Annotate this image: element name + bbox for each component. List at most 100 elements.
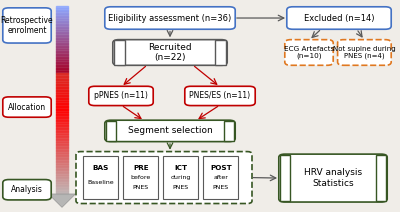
Bar <box>56 21 68 22</box>
Text: ICT: ICT <box>174 165 187 171</box>
Text: after: after <box>213 175 228 180</box>
FancyBboxPatch shape <box>285 40 333 65</box>
Text: PNES/ES (n=11): PNES/ES (n=11) <box>190 91 250 100</box>
Bar <box>56 120 68 121</box>
Bar <box>56 151 68 153</box>
Bar <box>56 57 68 58</box>
Bar <box>56 145 68 147</box>
Bar <box>56 166 68 167</box>
FancyBboxPatch shape <box>185 86 255 106</box>
Bar <box>56 159 68 161</box>
Bar <box>56 170 68 172</box>
Text: POST: POST <box>210 165 232 171</box>
Bar <box>56 144 68 145</box>
Bar <box>56 117 68 118</box>
Bar <box>56 161 68 162</box>
Bar <box>56 109 68 110</box>
Bar <box>56 46 68 47</box>
Bar <box>56 181 68 183</box>
Bar <box>56 47 68 49</box>
Bar <box>56 79 68 81</box>
Text: during: during <box>171 175 191 180</box>
Bar <box>56 73 68 74</box>
Bar <box>56 129 68 131</box>
Bar <box>56 107 68 109</box>
FancyBboxPatch shape <box>338 40 391 65</box>
Bar <box>56 99 68 101</box>
Bar <box>163 156 198 199</box>
Bar <box>56 173 68 175</box>
Bar <box>56 13 68 14</box>
Bar <box>215 40 226 65</box>
Text: BAS: BAS <box>93 165 109 171</box>
Bar <box>56 121 68 123</box>
Bar <box>56 85 68 87</box>
Bar <box>56 175 68 177</box>
Bar <box>56 155 68 156</box>
Bar <box>56 104 68 106</box>
Text: Recruited
(n=22): Recruited (n=22) <box>148 43 192 62</box>
Bar <box>56 93 68 95</box>
Bar <box>56 162 68 164</box>
Bar <box>56 92 68 93</box>
Text: ECG Artefacts
(n=10): ECG Artefacts (n=10) <box>284 46 334 59</box>
Bar <box>56 90 68 92</box>
Bar <box>56 19 68 21</box>
Bar <box>56 98 68 99</box>
Text: pPNES (n=11): pPNES (n=11) <box>94 91 148 100</box>
Bar <box>56 10 68 11</box>
Bar <box>56 101 68 103</box>
Bar <box>56 24 68 25</box>
Bar <box>56 106 68 107</box>
Bar <box>56 6 68 8</box>
Bar <box>56 110 68 112</box>
Bar <box>376 155 386 201</box>
Bar <box>56 60 68 61</box>
Bar <box>56 71 68 73</box>
Bar <box>203 156 238 199</box>
Bar <box>56 43 68 44</box>
Bar <box>56 172 68 173</box>
FancyBboxPatch shape <box>76 152 252 204</box>
Bar <box>56 153 68 155</box>
Polygon shape <box>48 194 76 207</box>
Bar <box>56 186 68 188</box>
Bar <box>56 96 68 98</box>
Bar <box>56 177 68 178</box>
Bar <box>56 36 68 38</box>
Bar <box>56 8 68 10</box>
Bar <box>56 22 68 24</box>
Bar <box>56 81 68 82</box>
FancyBboxPatch shape <box>105 120 235 142</box>
Bar <box>56 114 68 115</box>
Bar <box>280 155 290 201</box>
Text: PNES: PNES <box>133 185 149 190</box>
Bar <box>56 82 68 84</box>
Bar <box>56 55 68 57</box>
Text: Retrospective
enrolment: Retrospective enrolment <box>1 16 53 35</box>
Bar <box>56 66 68 68</box>
Bar <box>56 88 68 90</box>
FancyBboxPatch shape <box>89 86 153 106</box>
Bar <box>56 87 68 88</box>
Bar <box>56 115 68 117</box>
Bar <box>56 192 68 194</box>
Bar <box>56 63 68 65</box>
Bar <box>56 69 68 71</box>
Bar <box>56 44 68 46</box>
Bar <box>56 61 68 63</box>
Bar <box>56 58 68 60</box>
Bar <box>56 118 68 120</box>
Bar <box>56 184 68 186</box>
FancyBboxPatch shape <box>3 180 51 200</box>
Bar <box>56 126 68 128</box>
Bar <box>56 11 68 13</box>
Bar <box>56 131 68 132</box>
Text: PRE: PRE <box>133 165 149 171</box>
FancyBboxPatch shape <box>3 8 51 43</box>
Bar <box>56 189 68 191</box>
Bar <box>56 148 68 150</box>
Bar <box>56 17 68 19</box>
Bar <box>56 76 68 77</box>
Bar <box>56 27 68 28</box>
